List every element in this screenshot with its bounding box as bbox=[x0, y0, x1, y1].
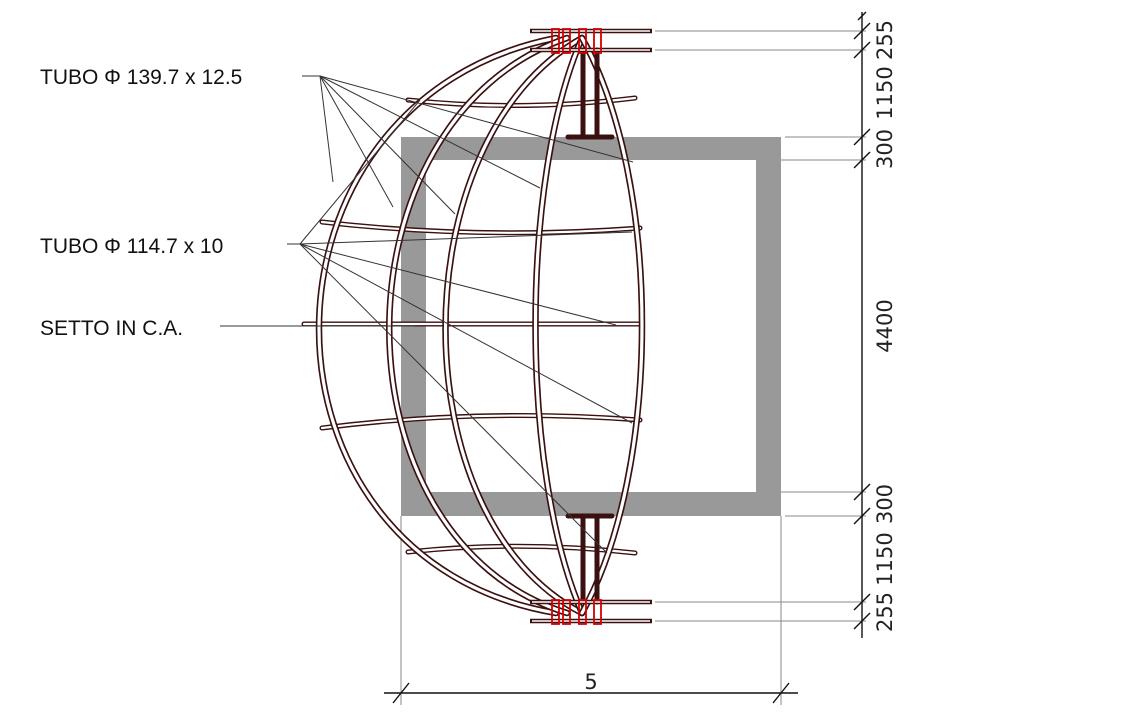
dim-v-1: 255 bbox=[873, 20, 897, 60]
dim-v-2: 1150 bbox=[873, 66, 897, 119]
dim-v-5: 300 bbox=[873, 484, 897, 524]
leader-tube-small bbox=[287, 99, 633, 554]
vertical-dimension: 255 1150 300 4400 300 1150 255 bbox=[853, 11, 897, 638]
leader-tube-large bbox=[302, 75, 634, 215]
horizontal-dimension: 5 bbox=[384, 670, 798, 704]
label-tube-small: TUBO Φ 114.7 x 10 bbox=[40, 235, 223, 258]
vertical-posts bbox=[565, 47, 615, 605]
dim-v-4: 4400 bbox=[873, 299, 897, 352]
dim-width: 5 bbox=[584, 670, 597, 694]
main-arches bbox=[315, 34, 646, 617]
dim-v-7: 255 bbox=[873, 592, 897, 632]
label-tube-large: TUBO Φ 139.7 x 12.5 bbox=[40, 66, 242, 89]
dim-v-6: 1150 bbox=[873, 532, 897, 585]
extension-lines bbox=[400, 30, 866, 705]
label-wall: SETTO IN C.A. bbox=[40, 317, 183, 340]
joint-markers bbox=[551, 28, 602, 625]
dim-v-3: 300 bbox=[873, 129, 897, 169]
